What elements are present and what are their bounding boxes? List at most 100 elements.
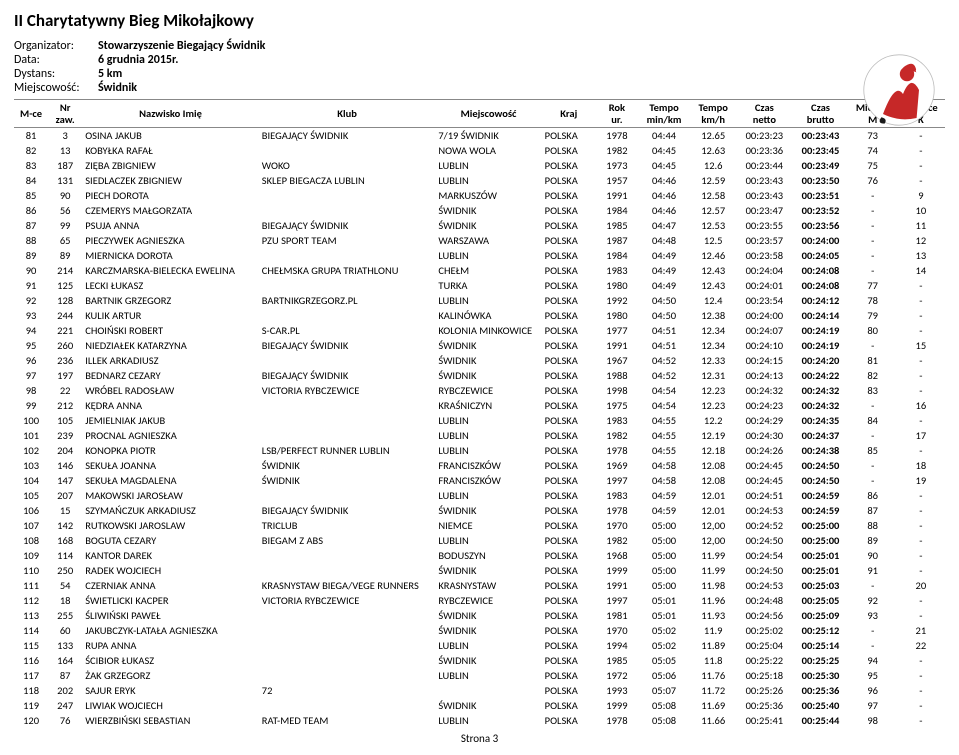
cell-pk: - — [897, 278, 945, 293]
cell-city: LUBLIN — [435, 428, 541, 443]
table-row: 11218ŚWIETLICKI KACPERVICTORIA RYBCZEWIC… — [14, 593, 945, 608]
cell-city: NIEMCE — [435, 518, 541, 533]
cell-city: KRAŚNICZYN — [435, 398, 541, 413]
table-row: 8865PIECZYWEK AGNIESZKAPZU SPORT TEAMWAR… — [14, 233, 945, 248]
cell-pk: 11 — [897, 218, 945, 233]
cell-yr: 1992 — [596, 293, 638, 308]
cell-pk: 18 — [897, 458, 945, 473]
cell-spd: 12.46 — [690, 248, 736, 263]
cell-ctry: POLSKA — [542, 233, 596, 248]
cell-pk: - — [897, 173, 945, 188]
cell-net: 00:23:57 — [736, 233, 792, 248]
cell-pace: 05:01 — [638, 593, 690, 608]
cell-ctry: POLSKA — [542, 458, 596, 473]
cell-net: 00:24:29 — [736, 413, 792, 428]
cell-pace: 04:50 — [638, 308, 690, 323]
cell-pm: 96 — [849, 683, 897, 698]
cell-club: S-CAR.PL — [259, 323, 436, 338]
cell-city: ŚWIDNIK — [435, 218, 541, 233]
cell-yr: 1977 — [596, 323, 638, 338]
table-row: 115133RUPA ANNALUBLINPOLSKA199405:0211.8… — [14, 638, 945, 653]
cell-net: 00:25:36 — [736, 698, 792, 713]
cell-mce: 87 — [14, 218, 48, 233]
table-row: 8799PSUJA ANNABIEGAJĄCY ŚWIDNIKŚWIDNIKPO… — [14, 218, 945, 233]
cell-mce: 93 — [14, 308, 48, 323]
table-row: 116164ŚCIBIOR ŁUKASZŚWIDNIKPOLSKA198505:… — [14, 653, 945, 668]
cell-spd: 11.93 — [690, 608, 736, 623]
cell-ctry: POLSKA — [542, 443, 596, 458]
cell-nr: 244 — [48, 308, 82, 323]
cell-net: 00:24:01 — [736, 278, 792, 293]
cell-yr: 1969 — [596, 458, 638, 473]
cell-name: CZERNIAK ANNA — [82, 578, 259, 593]
cell-club — [259, 278, 436, 293]
cell-net: 00:24:50 — [736, 533, 792, 548]
cell-city: LUBLIN — [435, 173, 541, 188]
cell-net: 00:23:43 — [736, 173, 792, 188]
cell-net: 00:24:10 — [736, 338, 792, 353]
cell-gross: 00:25:44 — [792, 713, 848, 728]
table-row: 103146SEKUŁA JOANNAŚWIDNIKFRANCISZKÓWPOL… — [14, 458, 945, 473]
cell-spd: 12.59 — [690, 173, 736, 188]
cell-gross: 00:24:12 — [792, 293, 848, 308]
cell-gross: 00:23:52 — [792, 203, 848, 218]
cell-name: KULIK ARTUR — [82, 308, 259, 323]
cell-nr: 239 — [48, 428, 82, 443]
cell-pace: 04:45 — [638, 143, 690, 158]
cell-club: VICTORIA RYBCZEWICE — [259, 593, 436, 608]
cell-net: 00:24:07 — [736, 323, 792, 338]
col-city: Miejscowość — [435, 100, 541, 128]
meta-dist-label: Dystans: — [14, 67, 98, 81]
cell-ctry: POLSKA — [542, 278, 596, 293]
cell-name: KANTOR DAREK — [82, 548, 259, 563]
cell-yr: 1991 — [596, 578, 638, 593]
cell-yr: 1991 — [596, 188, 638, 203]
cell-gross: 00:24:50 — [792, 473, 848, 488]
cell-ctry: POLSKA — [542, 203, 596, 218]
cell-pace: 04:58 — [638, 458, 690, 473]
cell-yr: 1984 — [596, 203, 638, 218]
cell-pk: 16 — [897, 398, 945, 413]
cell-nr: 114 — [48, 548, 82, 563]
cell-nr: 142 — [48, 518, 82, 533]
table-row: 96236ILLEK ARKADIUSZŚWIDNIKPOLSKA196704:… — [14, 353, 945, 368]
cell-gross: 00:24:00 — [792, 233, 848, 248]
cell-net: 00:24:51 — [736, 488, 792, 503]
cell-pace: 04:49 — [638, 248, 690, 263]
cell-spd: 12.43 — [690, 263, 736, 278]
cell-pace: 04:49 — [638, 278, 690, 293]
cell-gross: 00:23:43 — [792, 128, 848, 144]
cell-club — [259, 608, 436, 623]
cell-ctry: POLSKA — [542, 308, 596, 323]
cell-pace: 04:59 — [638, 503, 690, 518]
cell-name: BOGUTA CEZARY — [82, 533, 259, 548]
cell-club: BIEGAJĄCY ŚWIDNIK — [259, 503, 436, 518]
cell-pace: 04:45 — [638, 158, 690, 173]
table-row: 95260NIEDZIAŁEK KATARZYNABIEGAJĄCY ŚWIDN… — [14, 338, 945, 353]
cell-mce: 117 — [14, 668, 48, 683]
cell-mce: 91 — [14, 278, 48, 293]
cell-pm: 76 — [849, 173, 897, 188]
cell-yr: 1982 — [596, 143, 638, 158]
table-row: 813OSINA JAKUBBIEGAJĄCY ŚWIDNIK7/19 ŚWID… — [14, 128, 945, 144]
col-name: Nazwisko Imię — [82, 100, 259, 128]
cell-pace: 04:55 — [638, 443, 690, 458]
cell-pm: - — [849, 263, 897, 278]
cell-net: 00:23:36 — [736, 143, 792, 158]
cell-gross: 00:25:05 — [792, 593, 848, 608]
cell-city: LUBLIN — [435, 638, 541, 653]
header-row: M-ceNrzaw.Nazwisko ImięKlubMiejscowośćKr… — [14, 100, 945, 128]
cell-pk: 10 — [897, 203, 945, 218]
cell-ctry: POLSKA — [542, 698, 596, 713]
cell-pace: 05:08 — [638, 698, 690, 713]
cell-nr: 164 — [48, 653, 82, 668]
cell-name: KOBYŁKA RAFAŁ — [82, 143, 259, 158]
table-row: 102204KONOPKA PIOTRLSB/PERFECT RUNNER LU… — [14, 443, 945, 458]
cell-nr: 89 — [48, 248, 82, 263]
table-row: 8656CZEMERYS MAŁGORZATAŚWIDNIKPOLSKA1984… — [14, 203, 945, 218]
cell-pm: 83 — [849, 383, 897, 398]
cell-pace: 05:01 — [638, 608, 690, 623]
cell-gross: 00:24:19 — [792, 323, 848, 338]
cell-net: 00:24:15 — [736, 353, 792, 368]
cell-gross: 00:25:40 — [792, 698, 848, 713]
